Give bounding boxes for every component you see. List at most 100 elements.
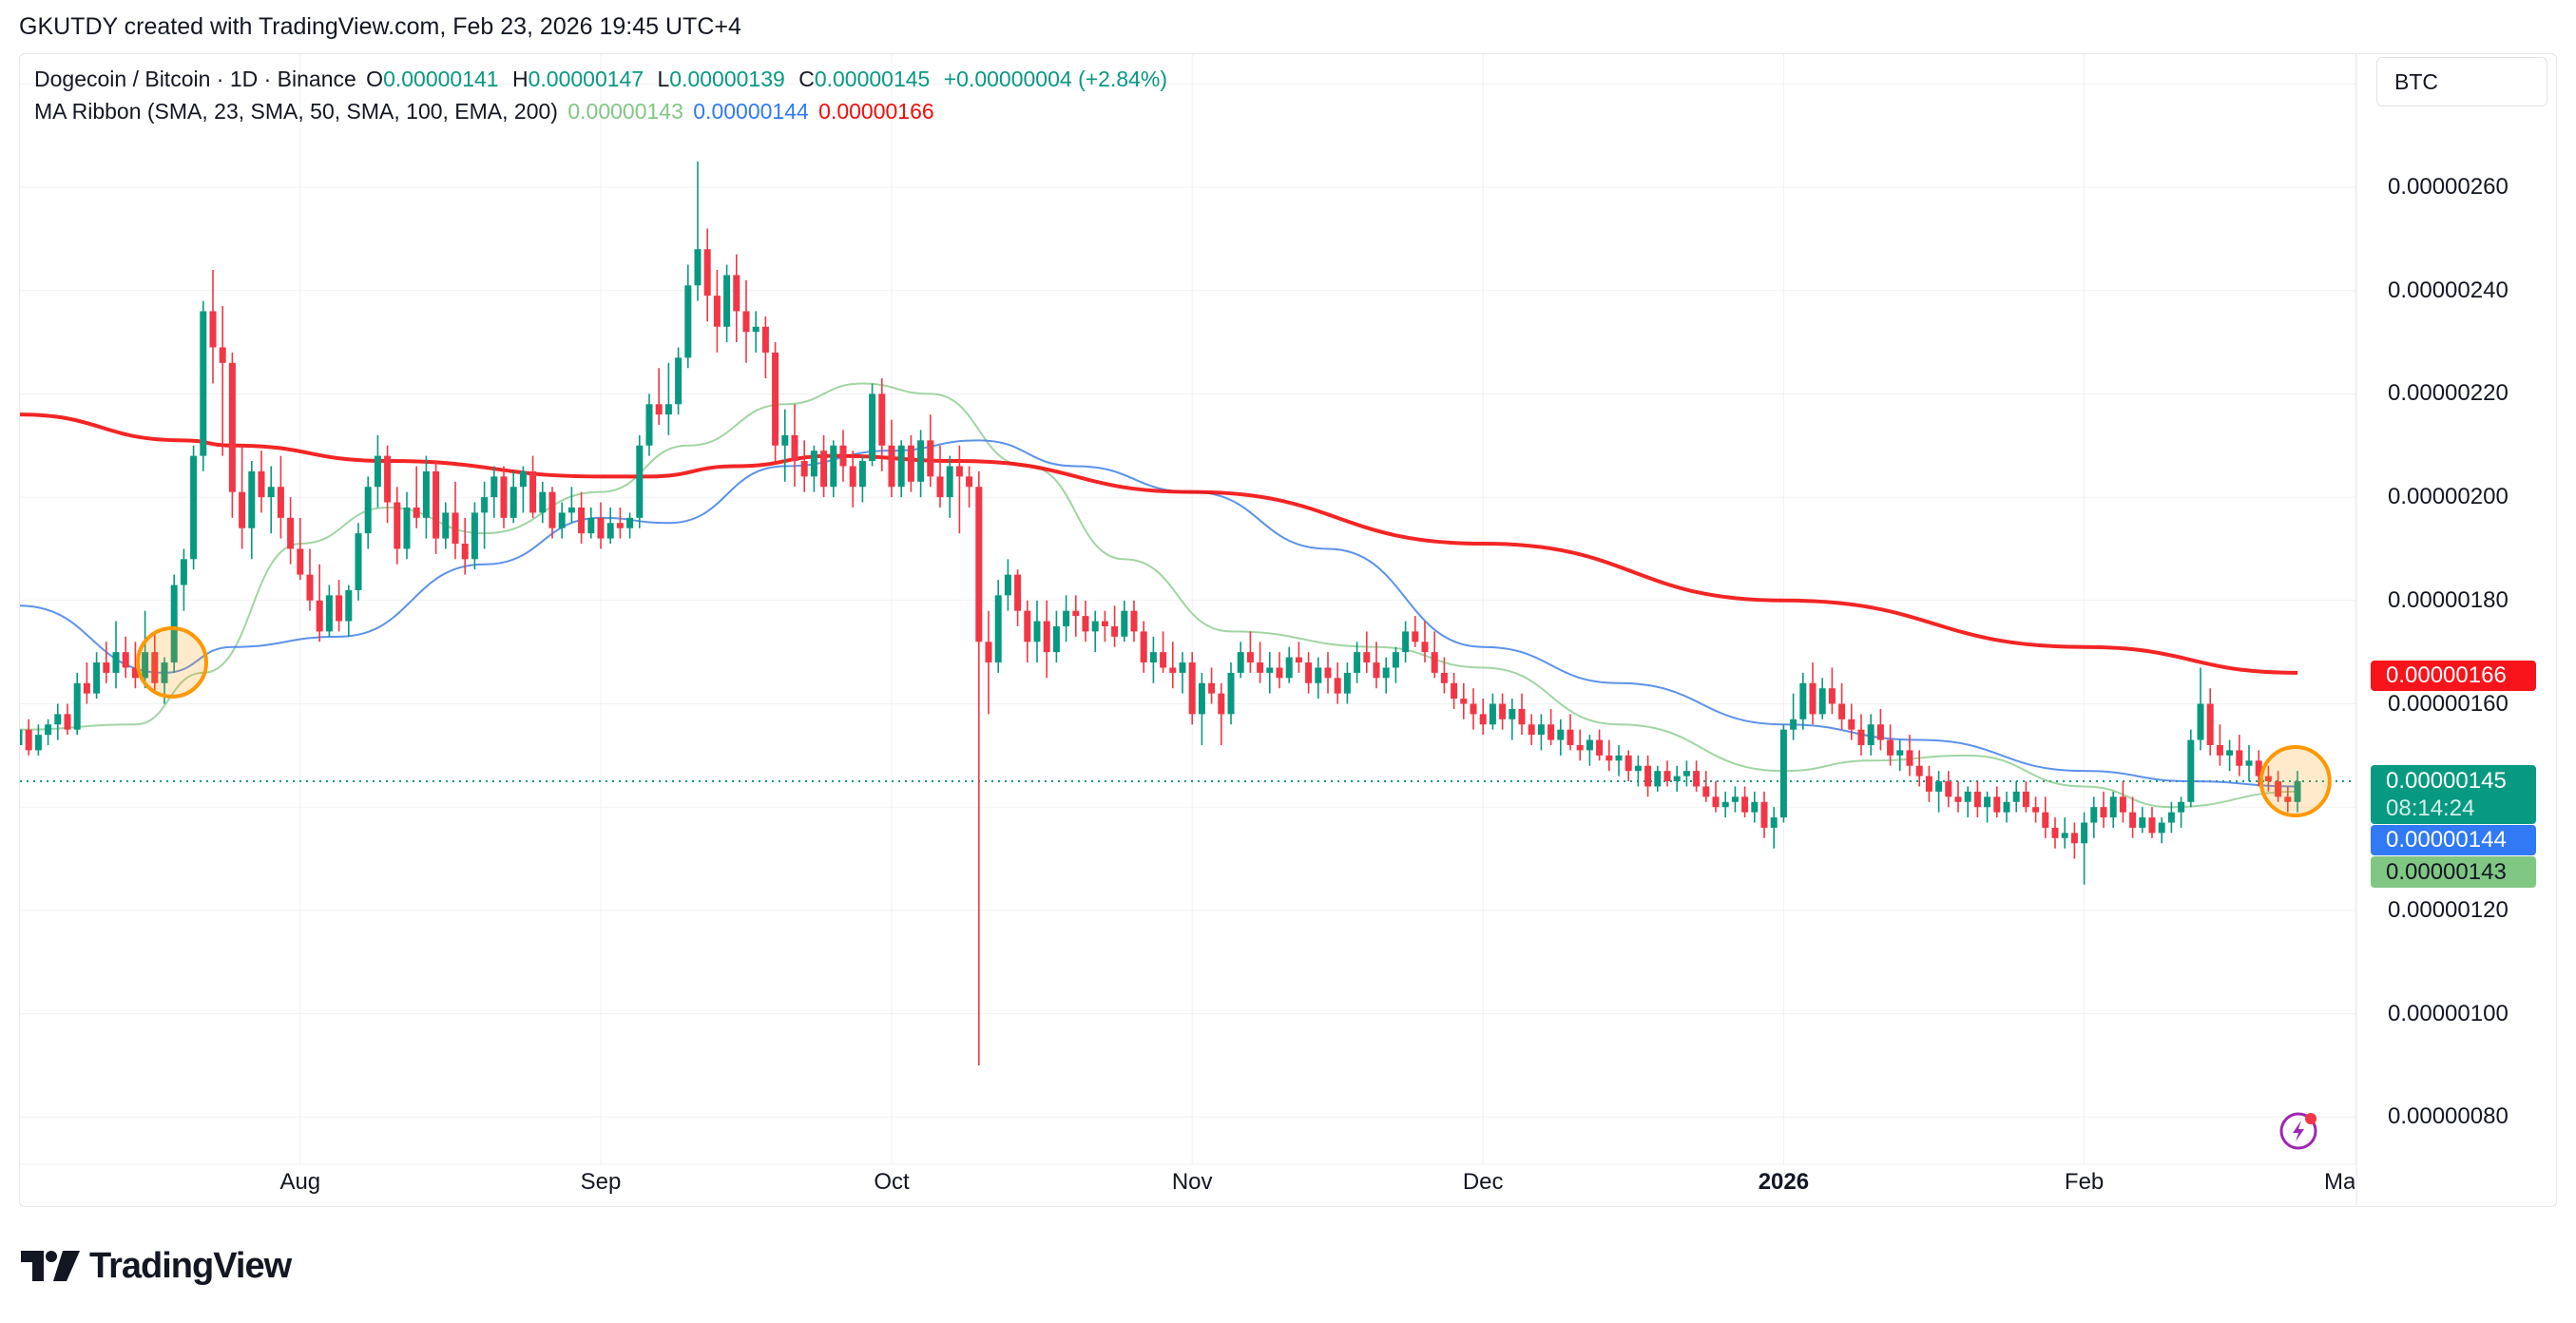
- candle-body: [781, 434, 789, 446]
- lightning-icon[interactable]: [2279, 1112, 2317, 1150]
- candle-body: [1828, 688, 1836, 704]
- candle-body: [1082, 616, 1089, 632]
- candle-body: [1528, 724, 1535, 736]
- candle: [1179, 652, 1186, 694]
- candle-body: [433, 470, 440, 539]
- candle: [878, 378, 886, 471]
- candle-body: [403, 507, 411, 549]
- candle: [597, 502, 605, 549]
- candle-body: [306, 574, 314, 601]
- candle: [1033, 600, 1041, 663]
- candle: [742, 279, 750, 363]
- candle: [1285, 646, 1293, 683]
- candle: [364, 476, 372, 549]
- symbol-title[interactable]: Dogecoin / Bitcoin · 1D · Binance: [34, 67, 356, 91]
- candle-body: [1634, 765, 1642, 772]
- candle-body: [2264, 776, 2272, 782]
- candle: [1673, 765, 1681, 792]
- candle: [1857, 714, 1865, 756]
- candle-body: [1489, 703, 1496, 725]
- candle: [820, 434, 828, 498]
- candle: [54, 703, 62, 740]
- candle: [1828, 667, 1836, 715]
- candle-body: [1421, 642, 1429, 653]
- candle: [694, 161, 702, 301]
- indicator-title[interactable]: MA Ribbon (SMA, 23, SMA, 50, SMA, 100, E…: [34, 99, 558, 124]
- candle-body: [1169, 667, 1177, 673]
- candle-body: [772, 352, 779, 446]
- candle-body: [2216, 744, 2223, 756]
- candle-body: [636, 445, 644, 518]
- candle-body: [1935, 781, 1943, 792]
- price-tick-label: 0.00000240: [2388, 277, 2509, 303]
- candle: [1479, 699, 1487, 736]
- candle: [2090, 796, 2098, 838]
- candle: [1712, 781, 1720, 813]
- candle: [170, 574, 178, 673]
- candle-body: [664, 404, 672, 415]
- candle-body: [93, 662, 101, 694]
- candle-body: [1257, 662, 1264, 673]
- candle: [1887, 724, 1894, 766]
- candle-body: [1964, 791, 1971, 802]
- candle-body: [655, 404, 663, 415]
- tradingview-logo[interactable]: TradingView: [21, 1246, 292, 1286]
- candle-body: [1024, 610, 1031, 642]
- candle: [1654, 765, 1662, 792]
- candle: [1421, 621, 1429, 663]
- candle: [1818, 678, 1826, 719]
- candle: [548, 487, 556, 539]
- candle: [1052, 610, 1060, 663]
- candle: [64, 703, 71, 736]
- candle-body: [1188, 662, 1196, 715]
- candle: [1130, 600, 1138, 642]
- candle-body: [1237, 652, 1244, 673]
- currency-button[interactable]: BTC: [2376, 57, 2547, 106]
- candle-body: [1440, 672, 1448, 683]
- candle: [626, 512, 634, 539]
- candle-body: [1111, 625, 1119, 637]
- price-tick-label: 0.00000180: [2388, 586, 2509, 613]
- candle: [1431, 631, 1438, 679]
- highlight-circle: [2259, 745, 2332, 818]
- candle: [1615, 744, 1623, 777]
- candle: [917, 430, 925, 498]
- candle-body: [1557, 729, 1565, 740]
- sma23-value: 0.00000143: [567, 99, 683, 124]
- candle-body: [1876, 724, 1884, 740]
- candle-body: [374, 455, 381, 488]
- price-tick-label: 0.00000100: [2388, 1000, 2509, 1026]
- candle-body: [1548, 724, 1555, 740]
- candle: [471, 502, 478, 570]
- candle: [2139, 807, 2146, 834]
- candle: [1867, 714, 1874, 756]
- candle: [946, 455, 953, 518]
- candle-body: [413, 507, 420, 518]
- candle: [2216, 724, 2223, 766]
- candle: [2012, 781, 2020, 813]
- candle-body: [442, 512, 450, 539]
- candle-body: [34, 735, 42, 751]
- candle: [1576, 729, 1584, 761]
- candle-body: [2167, 812, 2175, 823]
- candle-body: [1198, 682, 1205, 715]
- candle-body: [364, 487, 372, 534]
- candle-body: [325, 595, 333, 632]
- candle-body: [2226, 750, 2234, 756]
- candle-body: [2206, 703, 2214, 745]
- candle: [1004, 559, 1011, 611]
- candle-body: [1004, 574, 1011, 596]
- candle: [1779, 724, 1787, 823]
- candle-body: [694, 249, 702, 286]
- candle-body: [1227, 672, 1235, 715]
- candle-body: [2061, 833, 2068, 838]
- candle-body: [2148, 817, 2156, 834]
- candle: [2245, 744, 2253, 782]
- candle: [539, 481, 547, 524]
- candle-body: [1867, 724, 1874, 745]
- low-label: L: [657, 67, 670, 91]
- candle-body: [587, 517, 595, 534]
- candle-body: [239, 491, 246, 528]
- candle: [1266, 652, 1274, 694]
